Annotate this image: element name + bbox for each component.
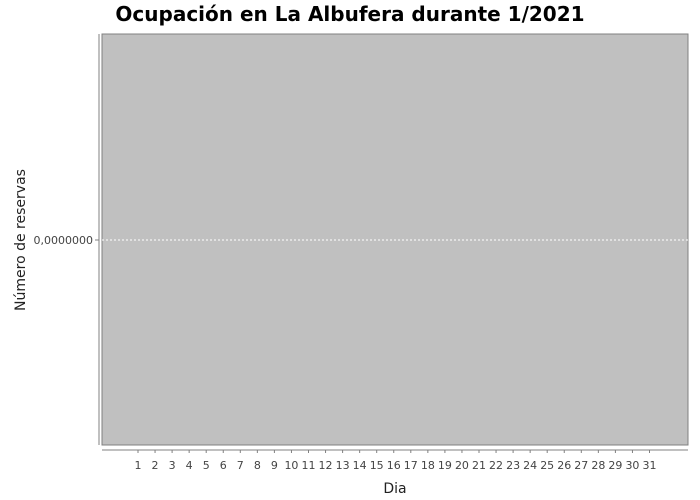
x-tick-label: 23 xyxy=(506,459,520,472)
x-tick-label: 6 xyxy=(220,459,227,472)
x-tick-label: 13 xyxy=(336,459,350,472)
x-tick-label: 15 xyxy=(370,459,384,472)
x-tick-label: 5 xyxy=(203,459,210,472)
x-tick-label: 9 xyxy=(271,459,278,472)
x-tick-label: 31 xyxy=(643,459,657,472)
x-tick-label: 27 xyxy=(574,459,588,472)
y-axis-label: Número de reservas xyxy=(13,169,29,311)
x-tick-label: 1 xyxy=(135,459,142,472)
x-tick-label: 8 xyxy=(254,459,261,472)
x-tick-label: 18 xyxy=(421,459,435,472)
chart-title: Ocupación en La Albufera durante 1/2021 xyxy=(115,2,585,26)
x-tick-label: 26 xyxy=(557,459,571,472)
x-tick-label: 14 xyxy=(353,459,367,472)
x-tick-group: 1 2 3 4 5 6 7 8 9 10 11 12 13 14 15 16 17 18 19 20 21 22 23 24 2… xyxy=(135,450,657,472)
x-tick-label: 16 xyxy=(387,459,401,472)
y-tick-label: 0,0000000 xyxy=(34,234,94,247)
x-tick-label: 30 xyxy=(625,459,639,472)
x-tick-label: 20 xyxy=(455,459,469,472)
x-tick-label: 17 xyxy=(404,459,418,472)
x-tick-label: 7 xyxy=(237,459,244,472)
x-tick-label: 11 xyxy=(302,459,316,472)
x-tick-label: 24 xyxy=(523,459,537,472)
x-tick-label: 29 xyxy=(608,459,622,472)
x-tick-label: 22 xyxy=(489,459,503,472)
x-axis-label: Dia xyxy=(383,481,406,497)
x-tick-label: 3 xyxy=(169,459,176,472)
x-tick-label: 28 xyxy=(591,459,605,472)
x-tick-label: 25 xyxy=(540,459,554,472)
x-tick-label: 21 xyxy=(472,459,486,472)
x-tick-label: 2 xyxy=(152,459,159,472)
x-tick-label: 19 xyxy=(438,459,452,472)
x-tick-label: 4 xyxy=(186,459,193,472)
x-tick-label: 10 xyxy=(284,459,298,472)
x-tick-label: 12 xyxy=(319,459,333,472)
